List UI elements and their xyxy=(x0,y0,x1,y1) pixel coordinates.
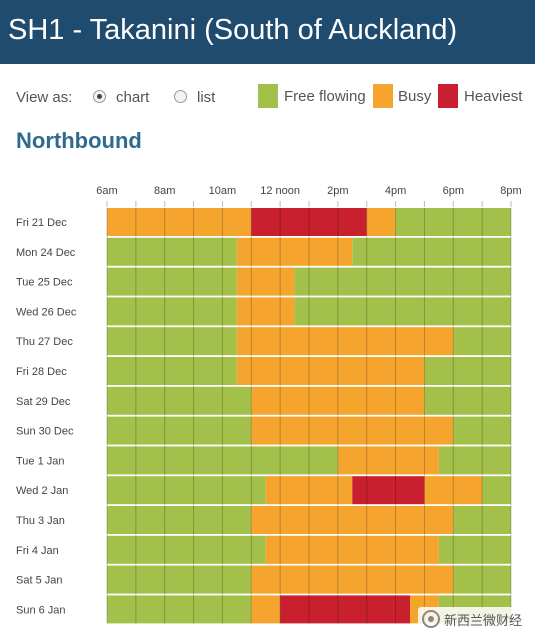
row-label: Tue 1 Jan xyxy=(16,455,65,467)
row-label: Fri 28 Dec xyxy=(16,366,67,378)
segment-busy[interactable] xyxy=(236,267,295,296)
segment-free[interactable] xyxy=(294,267,511,296)
segment-free[interactable] xyxy=(438,446,511,475)
x-tick-label: 4pm xyxy=(385,185,406,197)
segment-heaviest[interactable] xyxy=(352,476,425,505)
row-label: Sun 6 Jan xyxy=(16,604,66,616)
segment-free[interactable] xyxy=(453,327,511,356)
segment-free[interactable] xyxy=(294,297,511,326)
segment-free[interactable] xyxy=(453,506,511,534)
segment-busy[interactable] xyxy=(107,208,252,236)
list-radio[interactable] xyxy=(174,90,187,103)
segment-free[interactable] xyxy=(352,237,511,266)
segment-busy[interactable] xyxy=(236,327,454,356)
page-header: SH1 - Takanini (South of Auckland) xyxy=(0,0,535,64)
legend-swatch-free xyxy=(258,84,278,108)
x-tick-label: 8pm xyxy=(500,185,521,197)
segment-free[interactable] xyxy=(107,506,252,534)
segment-free[interactable] xyxy=(424,386,511,415)
row-label: Thu 27 Dec xyxy=(16,336,73,348)
segment-free[interactable] xyxy=(107,446,338,475)
segment-busy[interactable] xyxy=(251,416,454,445)
segment-heaviest[interactable] xyxy=(251,208,367,236)
row-label: Fri 4 Jan xyxy=(16,545,59,557)
x-tick-label: 2pm xyxy=(327,185,348,197)
row-label: Sun 30 Dec xyxy=(16,426,74,438)
x-tick-label: 6am xyxy=(96,185,117,197)
row-label: Tue 25 Dec xyxy=(16,277,73,289)
segment-heaviest[interactable] xyxy=(280,595,410,624)
segment-free[interactable] xyxy=(395,208,511,236)
segment-busy[interactable] xyxy=(236,237,353,266)
segment-free[interactable] xyxy=(107,357,237,385)
x-tick-label: 8am xyxy=(154,185,175,197)
wechat-logo-icon xyxy=(422,610,440,628)
segment-free[interactable] xyxy=(453,565,511,594)
segment-busy[interactable] xyxy=(236,357,425,385)
legend-label-free: Free flowing xyxy=(284,88,366,105)
segment-free[interactable] xyxy=(107,237,237,266)
row-label: Thu 3 Jan xyxy=(16,515,65,527)
legend-label-busy: Busy xyxy=(398,88,432,105)
view-controls: View as: chart list Free flowing Busy He… xyxy=(0,84,535,110)
segment-free[interactable] xyxy=(107,297,237,326)
segment-free[interactable] xyxy=(107,267,237,296)
segment-free[interactable] xyxy=(107,476,266,505)
segment-busy[interactable] xyxy=(251,595,281,624)
legend-label-heaviest: Heaviest xyxy=(464,88,523,105)
watermark: 新西兰微财经 xyxy=(418,607,527,631)
row-label: Wed 2 Jan xyxy=(16,485,68,497)
watermark-text: 新西兰微财经 xyxy=(444,613,523,629)
segment-busy[interactable] xyxy=(424,476,483,505)
segment-busy[interactable] xyxy=(251,565,454,594)
page-title: SH1 - Takanini (South of Auckland) xyxy=(8,14,458,46)
row-label: Sat 29 Dec xyxy=(16,396,71,408)
segment-free[interactable] xyxy=(107,565,252,594)
segment-busy[interactable] xyxy=(366,208,396,236)
row-label: Sat 5 Jan xyxy=(16,575,62,587)
traffic-timeline-chart: 6am 8am 10am 12 noon 2pm 4pm 6pm 8pm Fri 21 Dec M… xyxy=(16,185,522,624)
row-label: Mon 24 Dec xyxy=(16,247,76,259)
list-option-label[interactable]: list xyxy=(197,89,216,106)
segment-free[interactable] xyxy=(107,595,252,624)
segment-busy[interactable] xyxy=(337,446,439,475)
segment-free[interactable] xyxy=(107,416,252,445)
section-title: Northbound xyxy=(16,128,142,153)
legend-swatch-heaviest xyxy=(438,84,458,108)
legend-swatch-busy xyxy=(373,84,393,108)
segment-free[interactable] xyxy=(107,535,266,564)
segment-free[interactable] xyxy=(453,416,511,445)
segment-busy[interactable] xyxy=(251,506,454,534)
segment-busy[interactable] xyxy=(236,297,295,326)
row-label: Wed 26 Dec xyxy=(16,306,77,318)
x-tick-label: 12 noon xyxy=(260,185,300,197)
chart-option-label[interactable]: chart xyxy=(116,89,150,106)
x-tick-label: 10am xyxy=(209,185,237,197)
segment-free[interactable] xyxy=(107,327,237,356)
segment-free[interactable] xyxy=(107,386,252,415)
segment-free[interactable] xyxy=(424,357,511,385)
segment-busy[interactable] xyxy=(265,535,439,564)
segment-free[interactable] xyxy=(482,476,511,505)
row-label: Fri 21 Dec xyxy=(16,217,67,229)
view-as-label: View as: xyxy=(16,89,73,106)
chart-radio[interactable] xyxy=(93,90,106,103)
segment-busy[interactable] xyxy=(251,386,425,415)
segment-free[interactable] xyxy=(438,535,511,564)
segment-busy[interactable] xyxy=(265,476,353,505)
x-tick-label: 6pm xyxy=(443,185,464,197)
